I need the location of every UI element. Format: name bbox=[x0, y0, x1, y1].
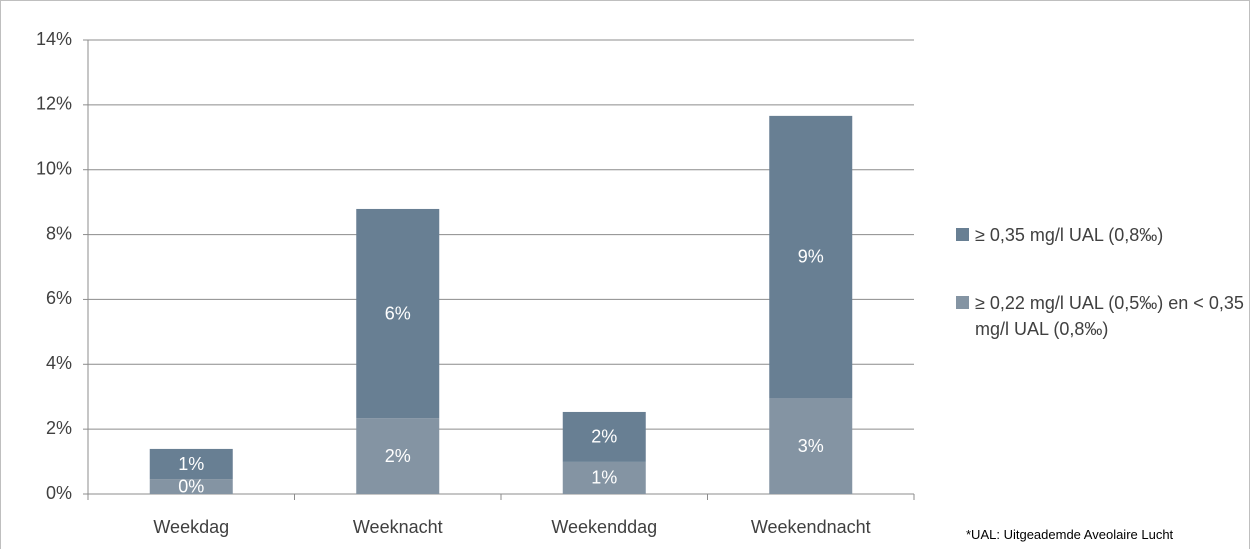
y-tick-label: 10% bbox=[36, 158, 72, 178]
data-label: 1% bbox=[178, 454, 204, 474]
y-tick-label: 0% bbox=[46, 483, 72, 503]
legend-swatch bbox=[956, 228, 969, 241]
x-tick-label: Weekdag bbox=[153, 517, 229, 537]
y-tick-label: 2% bbox=[46, 418, 72, 438]
legend-item: ≥ 0,35 mg/l UAL (0,8‰) bbox=[956, 222, 1246, 248]
bar-segment bbox=[356, 418, 440, 494]
data-label: 2% bbox=[591, 427, 617, 447]
data-label: 2% bbox=[385, 446, 411, 466]
footnote: *UAL: Uitgeademde Aveolaire Lucht bbox=[966, 527, 1174, 542]
bar-segment bbox=[356, 208, 440, 419]
data-label: 1% bbox=[591, 468, 617, 488]
y-tick-label: 8% bbox=[46, 223, 72, 243]
legend-item: ≥ 0,22 mg/l UAL (0,5‰) en < 0,35 mg/l UA… bbox=[956, 290, 1246, 342]
y-tick-label: 12% bbox=[36, 94, 72, 114]
bar-segment bbox=[769, 398, 853, 494]
data-label: 9% bbox=[798, 247, 824, 267]
y-tick-label: 4% bbox=[46, 353, 72, 373]
bar-segment bbox=[562, 461, 646, 494]
x-tick-label: Weeknacht bbox=[353, 517, 443, 537]
bar-segment bbox=[562, 411, 646, 462]
y-tick-label: 6% bbox=[46, 288, 72, 308]
legend-swatch bbox=[956, 296, 969, 309]
x-tick-label: Weekenddag bbox=[551, 517, 657, 537]
legend-label: ≥ 0,35 mg/l UAL (0,8‰) bbox=[975, 225, 1164, 245]
data-label: 0% bbox=[178, 476, 204, 496]
data-label: 6% bbox=[385, 303, 411, 323]
legend-label: ≥ 0,22 mg/l UAL (0,5‰) en < 0,35 mg/l UA… bbox=[975, 293, 1244, 339]
bar-segment bbox=[149, 479, 233, 494]
bar-segment bbox=[769, 115, 853, 399]
x-tick-label: Weekendnacht bbox=[751, 517, 871, 537]
bar-segment bbox=[149, 448, 233, 480]
data-label: 3% bbox=[798, 436, 824, 456]
y-tick-label: 14% bbox=[36, 29, 72, 49]
